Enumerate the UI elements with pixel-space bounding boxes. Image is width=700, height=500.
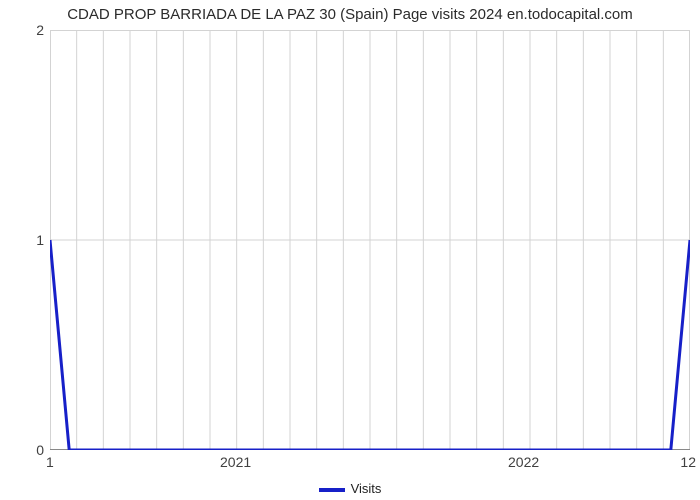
legend-label: Visits — [351, 481, 382, 496]
legend: Visits — [0, 481, 700, 496]
x-tick-label: 2022 — [508, 454, 539, 470]
x-end-label: 12 — [680, 454, 696, 470]
x-start-label: 1 — [46, 454, 54, 470]
plot-area — [50, 30, 690, 450]
x-tick-label: 2021 — [220, 454, 251, 470]
chart-title: CDAD PROP BARRIADA DE LA PAZ 30 (Spain) … — [0, 6, 700, 23]
y-tick-label: 2 — [36, 22, 44, 38]
chart-svg — [50, 30, 690, 450]
chart-container: CDAD PROP BARRIADA DE LA PAZ 30 (Spain) … — [0, 0, 700, 500]
y-tick-label: 1 — [36, 232, 44, 248]
legend-swatch — [319, 488, 345, 492]
y-tick-label: 0 — [36, 442, 44, 458]
